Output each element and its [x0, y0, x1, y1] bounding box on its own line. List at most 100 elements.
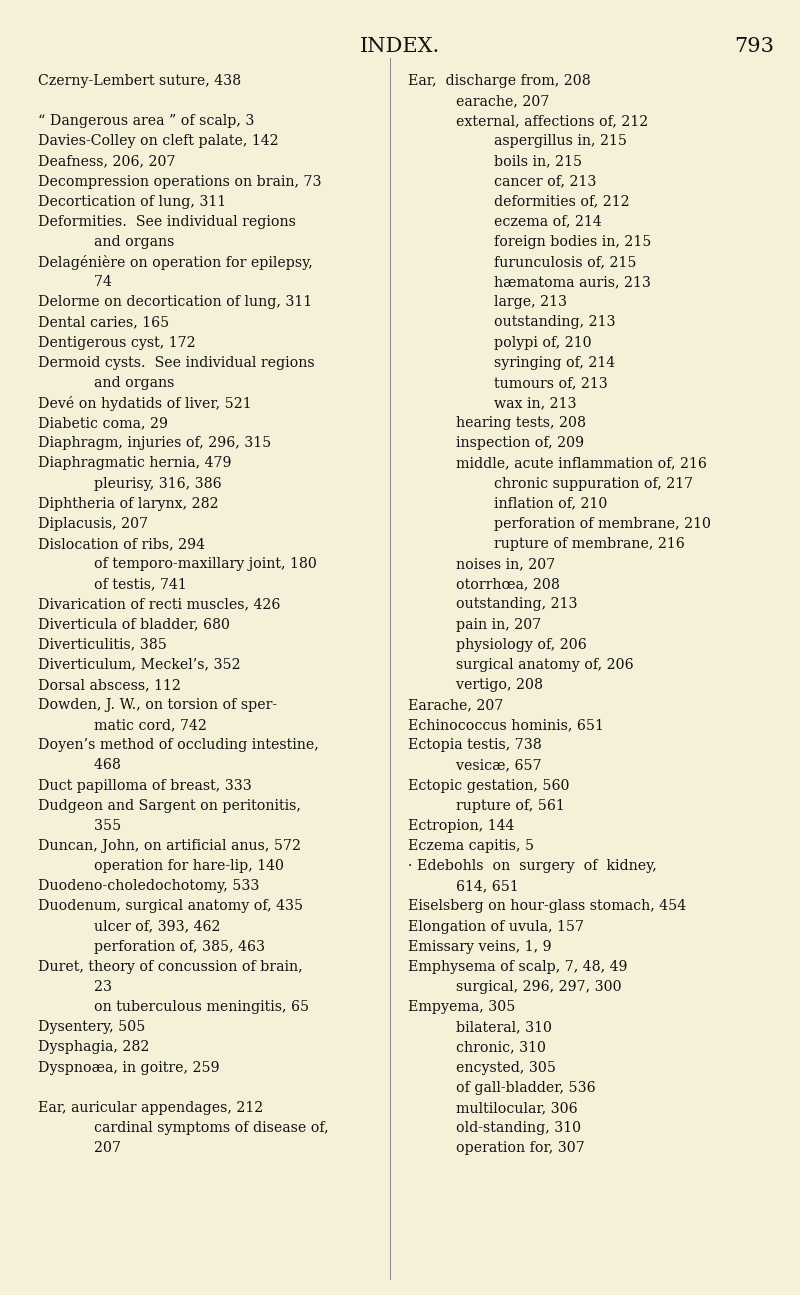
Text: syringing of, 214: syringing of, 214	[458, 356, 614, 370]
Text: Delagénière on operation for epilepsy,: Delagénière on operation for epilepsy,	[38, 255, 313, 271]
Text: foreign bodies in, 215: foreign bodies in, 215	[458, 234, 651, 249]
Text: Dorsal abscess, 112: Dorsal abscess, 112	[38, 679, 182, 692]
Text: chronic, 310: chronic, 310	[438, 1040, 546, 1054]
Text: chronic suppuration of, 217: chronic suppuration of, 217	[458, 477, 693, 491]
Text: Dysphagia, 282: Dysphagia, 282	[38, 1040, 150, 1054]
Text: pain in, 207: pain in, 207	[438, 618, 542, 632]
Text: 614, 651: 614, 651	[438, 879, 519, 894]
Text: Delorme on decortication of lung, 311: Delorme on decortication of lung, 311	[38, 295, 313, 310]
Text: eczema of, 214: eczema of, 214	[458, 215, 602, 229]
Text: pleurisy, 316, 386: pleurisy, 316, 386	[76, 477, 222, 491]
Text: Ectropion, 144: Ectropion, 144	[408, 818, 514, 833]
Text: aspergillus in, 215: aspergillus in, 215	[458, 135, 626, 148]
Text: Earache, 207: Earache, 207	[408, 698, 503, 712]
Text: Dowden, J. W., on torsion of sper-: Dowden, J. W., on torsion of sper-	[38, 698, 278, 712]
Text: Dyspnoæa, in goitre, 259: Dyspnoæa, in goitre, 259	[38, 1061, 220, 1075]
Text: otorrhœa, 208: otorrhœa, 208	[438, 578, 560, 592]
Text: 207: 207	[76, 1141, 121, 1155]
Text: outstanding, 213: outstanding, 213	[438, 597, 578, 611]
Text: Diverticulum, Meckel’s, 352: Diverticulum, Meckel’s, 352	[38, 658, 241, 672]
Text: of gall-bladder, 536: of gall-bladder, 536	[438, 1080, 596, 1094]
Text: Dudgeon and Sargent on peritonitis,: Dudgeon and Sargent on peritonitis,	[38, 799, 302, 813]
Text: operation for, 307: operation for, 307	[438, 1141, 585, 1155]
Text: Ear, auricular appendages, 212: Ear, auricular appendages, 212	[38, 1101, 264, 1115]
Text: operation for hare-lip, 140: operation for hare-lip, 140	[76, 859, 284, 873]
Text: Duret, theory of concussion of brain,: Duret, theory of concussion of brain,	[38, 960, 303, 974]
Text: Divarication of recti muscles, 426: Divarication of recti muscles, 426	[38, 597, 281, 611]
Text: Elongation of uvula, 157: Elongation of uvula, 157	[408, 919, 584, 934]
Text: Doyen’s method of occluding intestine,: Doyen’s method of occluding intestine,	[38, 738, 319, 752]
Text: Deafness, 206, 207: Deafness, 206, 207	[38, 154, 176, 168]
Text: · Edebohls  on  surgery  of  kidney,: · Edebohls on surgery of kidney,	[408, 859, 657, 873]
Text: Dermoid cysts.  See individual regions: Dermoid cysts. See individual regions	[38, 356, 315, 370]
Text: tumours of, 213: tumours of, 213	[458, 376, 607, 390]
Text: noises in, 207: noises in, 207	[438, 557, 556, 571]
Text: surgical, 296, 297, 300: surgical, 296, 297, 300	[438, 980, 622, 995]
Text: 74: 74	[76, 276, 112, 289]
Text: encysted, 305: encysted, 305	[438, 1061, 557, 1075]
Text: multilocular, 306: multilocular, 306	[438, 1101, 578, 1115]
Text: cancer of, 213: cancer of, 213	[458, 175, 596, 189]
Text: Emphysema of scalp, 7, 48, 49: Emphysema of scalp, 7, 48, 49	[408, 960, 627, 974]
Text: large, 213: large, 213	[458, 295, 566, 310]
Text: Diverticula of bladder, 680: Diverticula of bladder, 680	[38, 618, 230, 632]
Text: Deformities.  See individual regions: Deformities. See individual regions	[38, 215, 296, 229]
Text: Duodenum, surgical anatomy of, 435: Duodenum, surgical anatomy of, 435	[38, 900, 303, 913]
Text: surgical anatomy of, 206: surgical anatomy of, 206	[438, 658, 634, 672]
Text: Diaphragmatic hernia, 479: Diaphragmatic hernia, 479	[38, 456, 232, 470]
Text: Duodeno-choledochotomy, 533: Duodeno-choledochotomy, 533	[38, 879, 260, 894]
Text: cardinal symptoms of disease of,: cardinal symptoms of disease of,	[76, 1121, 329, 1134]
Text: inspection of, 209: inspection of, 209	[438, 436, 585, 451]
Text: Diphtheria of larynx, 282: Diphtheria of larynx, 282	[38, 497, 219, 510]
Text: polypi of, 210: polypi of, 210	[458, 335, 591, 350]
Text: Ectopia testis, 738: Ectopia testis, 738	[408, 738, 542, 752]
Text: matic cord, 742: matic cord, 742	[76, 719, 207, 732]
Text: ulcer of, 393, 462: ulcer of, 393, 462	[76, 919, 221, 934]
Text: on tuberculous meningitis, 65: on tuberculous meningitis, 65	[76, 1000, 309, 1014]
Text: Decompression operations on brain, 73: Decompression operations on brain, 73	[38, 175, 322, 189]
Text: Decortication of lung, 311: Decortication of lung, 311	[38, 194, 226, 208]
Text: Dislocation of ribs, 294: Dislocation of ribs, 294	[38, 537, 206, 550]
Text: Duct papilloma of breast, 333: Duct papilloma of breast, 333	[38, 778, 252, 793]
Text: Diverticulitis, 385: Diverticulitis, 385	[38, 637, 167, 651]
Text: bilateral, 310: bilateral, 310	[438, 1020, 553, 1035]
Text: Dysentery, 505: Dysentery, 505	[38, 1020, 146, 1035]
Text: and organs: and organs	[76, 234, 174, 249]
Text: Czerny-Lembert suture, 438: Czerny-Lembert suture, 438	[38, 74, 242, 88]
Text: Devé on hydatids of liver, 521: Devé on hydatids of liver, 521	[38, 396, 252, 411]
Text: outstanding, 213: outstanding, 213	[458, 316, 615, 329]
Text: Eiselsberg on hour-glass stomach, 454: Eiselsberg on hour-glass stomach, 454	[408, 900, 686, 913]
Text: Empyema, 305: Empyema, 305	[408, 1000, 515, 1014]
Text: physiology of, 206: physiology of, 206	[438, 637, 587, 651]
Text: external, affections of, 212: external, affections of, 212	[438, 114, 649, 128]
Text: Ear,  discharge from, 208: Ear, discharge from, 208	[408, 74, 590, 88]
Text: perforation of membrane, 210: perforation of membrane, 210	[458, 517, 710, 531]
Text: Duncan, John, on artificial anus, 572: Duncan, John, on artificial anus, 572	[38, 839, 302, 853]
Text: middle, acute inflammation of, 216: middle, acute inflammation of, 216	[438, 456, 707, 470]
Text: 468: 468	[76, 759, 121, 773]
Text: rupture of membrane, 216: rupture of membrane, 216	[458, 537, 684, 550]
Text: boils in, 215: boils in, 215	[458, 154, 582, 168]
Text: of testis, 741: of testis, 741	[76, 578, 186, 592]
Text: Dentigerous cyst, 172: Dentigerous cyst, 172	[38, 335, 196, 350]
Text: earache, 207: earache, 207	[438, 95, 550, 107]
Text: deformities of, 212: deformities of, 212	[458, 194, 630, 208]
Text: rupture of, 561: rupture of, 561	[438, 799, 565, 813]
Text: Diplacusis, 207: Diplacusis, 207	[38, 517, 149, 531]
Text: perforation of, 385, 463: perforation of, 385, 463	[76, 940, 265, 953]
Text: Diabetic coma, 29: Diabetic coma, 29	[38, 416, 169, 430]
Text: Eczema capitis, 5: Eczema capitis, 5	[408, 839, 534, 853]
Text: furunculosis of, 215: furunculosis of, 215	[458, 255, 636, 269]
Text: of temporo-maxillary joint, 180: of temporo-maxillary joint, 180	[76, 557, 317, 571]
Text: old-standing, 310: old-standing, 310	[438, 1121, 582, 1134]
Text: hearing tests, 208: hearing tests, 208	[438, 416, 586, 430]
Text: “ Dangerous area ” of scalp, 3: “ Dangerous area ” of scalp, 3	[38, 114, 254, 128]
Text: Ectopic gestation, 560: Ectopic gestation, 560	[408, 778, 570, 793]
Text: and organs: and organs	[76, 376, 174, 390]
Text: vesicæ, 657: vesicæ, 657	[438, 759, 542, 773]
Text: 23: 23	[76, 980, 112, 995]
Text: Emissary veins, 1, 9: Emissary veins, 1, 9	[408, 940, 552, 953]
Text: INDEX.: INDEX.	[360, 38, 440, 56]
Text: 793: 793	[734, 38, 774, 56]
Text: inflation of, 210: inflation of, 210	[458, 497, 607, 510]
